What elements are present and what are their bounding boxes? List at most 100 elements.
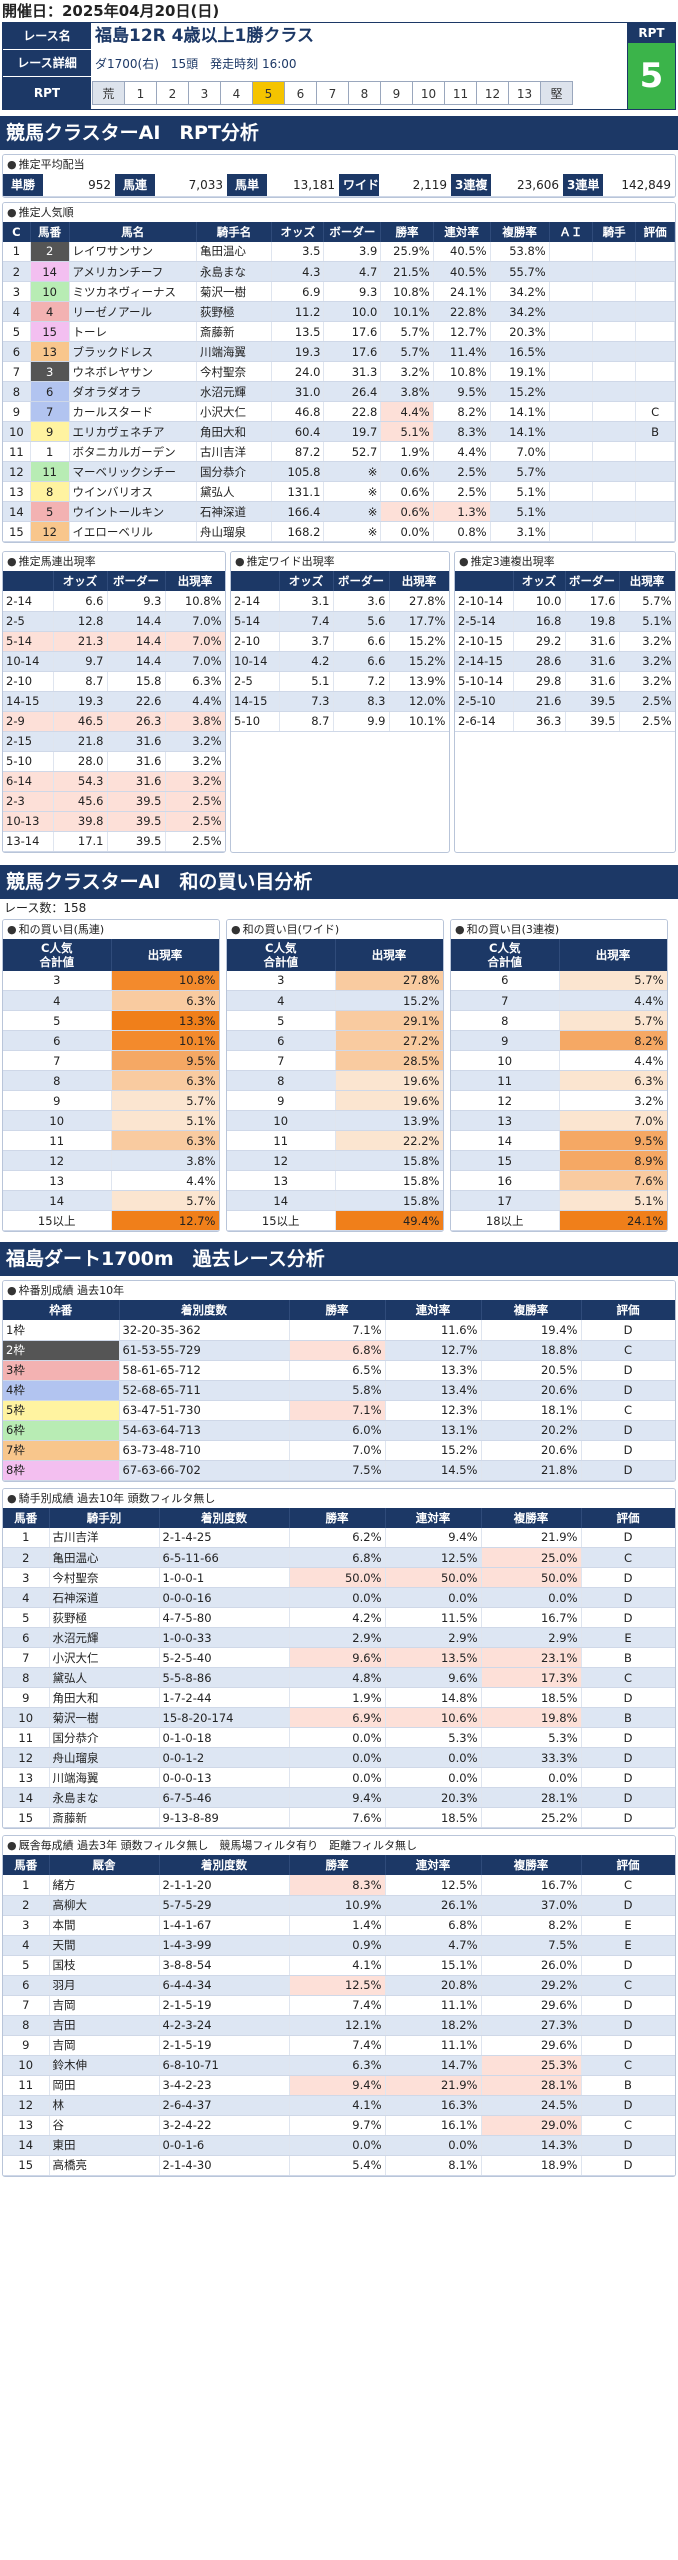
rpt-scale-cell: 堅 [540,81,573,105]
wa-row: 8 5.7% [451,1010,667,1031]
umaren-odds: 8.7 [53,671,108,692]
trainer-win: 0.0% [289,2135,386,2156]
trainer-row: 4 天間 1-4-3-99 0.9% 4.7% 7.5% E [3,1935,675,1956]
pop-win: 0.0% [380,521,434,542]
umaren-border: 22.6 [107,691,166,712]
trio-odds: 29.8 [513,671,566,692]
trainer-record: 3-4-2-23 [159,2075,290,2096]
pop-border: ※ [323,481,382,502]
trainer-num: 4 [3,1935,50,1956]
jockey-header: 騎手別 [49,1507,160,1528]
jockey-eval: D [581,1527,675,1548]
trainer-name: 本間 [49,1915,160,1936]
jockey-table: 馬番 騎手別 着別度数 勝率 連対率 複勝率 評価 1 古川吉洋 2-1-4-25 6.2% 9.4… [3,1507,675,1828]
pop-ai [549,301,593,322]
waku-win: 6.0% [289,1420,386,1441]
pop-num: 10 [30,281,70,302]
waku-frame: 6枠 [3,1420,120,1441]
wa-row: 18以上 24.1% [451,1210,667,1231]
pop-ren: 9.5% [433,381,491,402]
popularity-header: C [3,221,31,242]
trio-row: 2-5-14 16.8 19.8 5.1% [455,611,675,632]
umaren-border: 31.6 [107,771,166,792]
payout-value: 952 [43,174,115,197]
pop-num: 14 [30,261,70,282]
wide-border: 3.6 [333,591,390,612]
trainer-title: 厩舎毎成績 過去3年 頭数フィルタ無し 競馬場フィルタ有り 距離フィルタ無し [18,1839,417,1852]
jockey-fuku: 25.0% [481,1547,582,1568]
pop-jk [592,441,637,462]
trio-rate: 5.7% [619,591,675,612]
trainer-eval: D [581,1895,675,1916]
pop-ai [549,261,593,282]
trio-odds: 28.6 [513,651,566,672]
jockey-eval: B [581,1707,675,1728]
jockey-win: 4.8% [289,1667,386,1688]
wa-sum: 4 [3,990,112,1011]
wa-row: 16 7.6% [451,1170,667,1191]
waku-header: 複勝率 [481,1300,582,1320]
wa-row: 5 29.1% [227,1010,443,1031]
race-detail: ダ1700(右) 15頭 発走時刻 16:00 [95,57,297,71]
pop-win: 0.6% [380,481,434,502]
jockey-ren: 9.6% [385,1667,482,1688]
trainer-eval: B [581,2075,675,2096]
trio-row: 5-10-14 29.8 31.6 3.2% [455,671,675,692]
wa-row: 3 10.8% [3,970,219,991]
trainer-fuku: 26.0% [481,1955,582,1976]
wa-rate: 8.9% [559,1150,667,1171]
wa-rate: 29.1% [335,1010,443,1031]
trainer-record: 1-4-1-67 [159,1915,290,1936]
jockey-record: 6-7-5-46 [159,1787,290,1808]
jockey-num: 7 [3,1647,50,1668]
jockey-num: 10 [3,1707,50,1728]
jockey-header: 着別度数 [159,1507,290,1528]
jockey-fuku: 23.1% [481,1647,582,1668]
trainer-num: 12 [3,2095,50,2116]
payout-panel: ● 推定平均配当 単勝 952 馬連 7,033 馬単 13,181 ワイド 2,119 3連複 2… [2,154,676,198]
trio-combo: 2-10-15 [455,631,514,652]
trio-combo: 2-6-14 [455,711,514,732]
trainer-name: 谷 [49,2115,160,2136]
wide-rate: 15.2% [389,631,449,652]
wa-sum: 4 [227,990,336,1011]
umaren-rate: 2.5% [165,791,225,812]
waku-eval: D [581,1380,675,1401]
wa-rate: 3.2% [559,1090,667,1111]
jockey-eval: D [581,1607,675,1628]
umaren-combo: 5-10 [3,751,54,772]
pop-ev [635,481,675,502]
pop-jockey: 荻野極 [196,301,273,322]
waku-record: 52-68-65-711 [119,1380,290,1401]
wa-sum: 9 [3,1090,112,1111]
jockey-num: 2 [3,1547,50,1568]
wa-row: 11 6.3% [3,1130,219,1151]
pop-ev: B [635,421,675,442]
jockey-ren: 11.5% [385,1607,482,1628]
trainer-win: 4.1% [289,2095,386,2116]
wa-rate: 8.2% [559,1030,667,1051]
pop-c: 14 [3,501,31,522]
wa-row: 13 4.4% [3,1170,219,1191]
pop-c: 6 [3,341,31,362]
jockey-ren: 10.6% [385,1707,482,1728]
wide-row: 2-10 3.7 6.6 15.2% [231,631,449,652]
trainer-num: 8 [3,2015,50,2036]
jockey-row: 9 角田大和 1-7-2-44 1.9% 14.8% 18.5% D [3,1687,675,1708]
trainer-record: 6-4-4-34 [159,1975,290,1996]
umaren-title: 推定馬連出現率 [18,555,96,568]
waku-ren: 11.6% [385,1320,482,1341]
trio-border: 19.8 [565,611,620,632]
pop-ev [635,521,675,542]
wa-row: 9 5.7% [3,1090,219,1111]
wa-row: 12 15.8% [227,1150,443,1171]
wide-row: 5-14 7.4 5.6 17.7% [231,611,449,632]
pop-ren: 22.8% [433,301,491,322]
trainer-fuku: 27.3% [481,2015,582,2036]
wide-combo: 14-15 [231,691,280,712]
trainer-header: 連対率 [385,1855,482,1875]
popularity-row: 10 9 エリカヴェネチア 角田大和 60.4 19.7 5.1% 8.3% 14.1% B [3,421,675,442]
pop-border: 4.7 [323,261,382,282]
waku-eval: D [581,1360,675,1381]
waku-frame: 2枠 [3,1340,120,1361]
